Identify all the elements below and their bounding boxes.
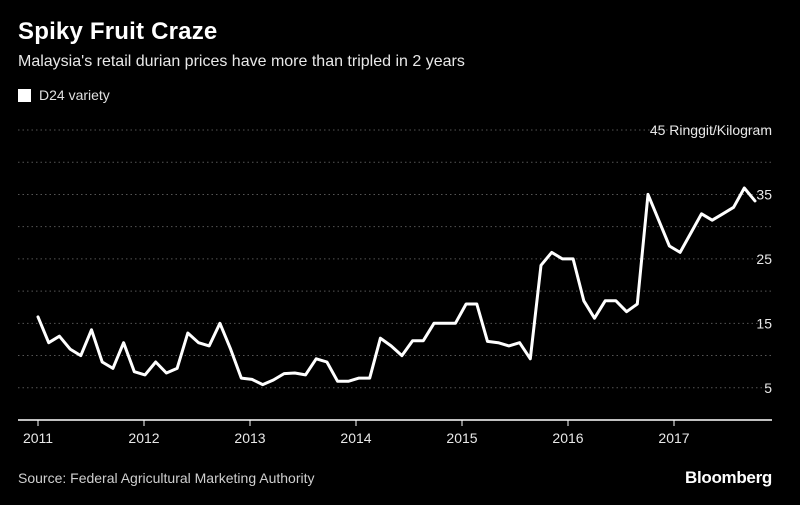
legend-swatch <box>18 88 31 102</box>
chart-subtitle: Malaysia's retail durian prices have mor… <box>18 53 465 70</box>
legend-label: D24 variety <box>39 87 110 103</box>
x-tick-label: 2012 <box>128 430 159 446</box>
series-line-d24 <box>36 186 757 387</box>
bloomberg-logo: Bloomberg <box>684 468 772 487</box>
source-note: Source: Federal Agricultural Marketing A… <box>18 470 315 486</box>
legend: D24 variety <box>18 87 110 103</box>
y-tick-label: 35 <box>756 186 772 202</box>
x-tick-label: 2016 <box>552 430 583 446</box>
x-tick-label: 2013 <box>234 430 265 446</box>
y-tick-label: 25 <box>756 251 772 267</box>
x-tick-label: 2017 <box>658 430 689 446</box>
y-tick-label: 5 <box>764 380 772 396</box>
x-tick-label: 2014 <box>340 430 371 446</box>
chart-title: Spiky Fruit Craze <box>18 18 218 45</box>
y-axis-unit-label: 45 Ringgit/Kilogram <box>650 122 772 138</box>
x-tick-label: 2011 <box>23 430 53 446</box>
x-tick-label: 2015 <box>446 430 477 446</box>
y-tick-label: 15 <box>756 315 772 331</box>
